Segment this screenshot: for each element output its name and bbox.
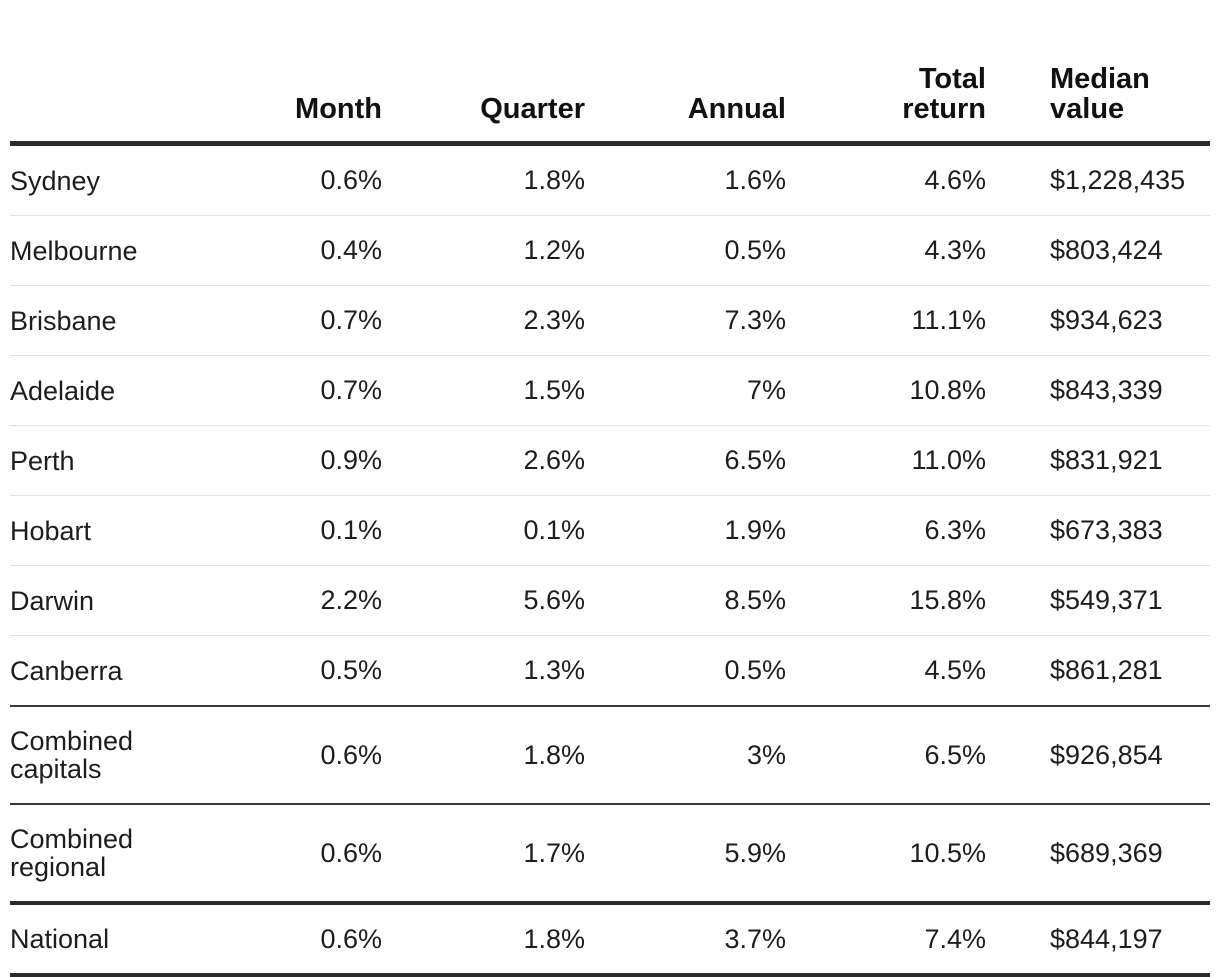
row-total-return: 11.0%	[786, 425, 986, 496]
row-total-return: 11.1%	[786, 285, 986, 356]
row-name: Combined capitals	[10, 706, 210, 805]
row-month: 0.5%	[210, 635, 382, 707]
row-annual: 0.5%	[585, 215, 786, 286]
row-quarter: 2.6%	[382, 425, 585, 496]
row-median-value: $926,854	[986, 706, 1210, 805]
row-total-return: 10.8%	[786, 355, 986, 426]
table-row: Sydney 0.6% 1.8% 1.6% 4.6% $1,228,435	[10, 143, 1210, 216]
row-name-line2: regional	[10, 852, 107, 882]
row-annual: 1.6%	[585, 143, 786, 216]
header-median-line2: value	[1050, 93, 1125, 125]
row-annual: 7%	[585, 355, 786, 426]
table-row: Melbourne 0.4% 1.2% 0.5% 4.3% $803,424	[10, 215, 1210, 286]
row-month: 0.1%	[210, 495, 382, 566]
row-total-return: 6.3%	[786, 495, 986, 566]
header-annual: Annual	[585, 0, 786, 146]
row-median-value: $673,383	[986, 495, 1210, 566]
header-median-value: Median value	[986, 0, 1210, 146]
row-total-return: 4.5%	[786, 635, 986, 707]
row-name: Darwin	[10, 565, 210, 636]
table-header: Month Quarter Annual Total return Median v…	[10, 0, 1210, 146]
row-name: Hobart	[10, 495, 210, 566]
table-row: Brisbane 0.7% 2.3% 7.3% 11.1% $934,623	[10, 285, 1210, 356]
row-annual: 0.5%	[585, 635, 786, 707]
row-quarter: 2.3%	[382, 285, 585, 356]
row-name: Perth	[10, 425, 210, 496]
table-row: Combined capitals 0.6% 1.8% 3% 6.5% $926,…	[10, 706, 1210, 805]
row-month: 2.2%	[210, 565, 382, 636]
row-median-value: $861,281	[986, 635, 1210, 707]
header-month: Month	[210, 0, 382, 146]
row-name-line1: Combined	[10, 824, 134, 854]
header-quarter: Quarter	[382, 0, 585, 146]
header-total-line2: return	[902, 93, 986, 125]
row-median-value: $549,371	[986, 565, 1210, 636]
table-body: Sydney 0.6% 1.8% 1.6% 4.6% $1,228,435 Me…	[10, 143, 1210, 977]
row-annual: 8.5%	[585, 565, 786, 636]
row-quarter: 0.1%	[382, 495, 585, 566]
row-name: Adelaide	[10, 355, 210, 426]
row-total-return: 6.5%	[786, 706, 986, 805]
row-name: Melbourne	[10, 215, 210, 286]
row-median-value: $831,921	[986, 425, 1210, 496]
row-month: 0.6%	[210, 706, 382, 805]
table-row: Adelaide 0.7% 1.5% 7% 10.8% $843,339	[10, 355, 1210, 426]
header-row: Month Quarter Annual Total return Median v…	[10, 0, 1210, 146]
row-quarter: 1.8%	[382, 143, 585, 216]
row-total-return: 4.6%	[786, 143, 986, 216]
table-row: Darwin 2.2% 5.6% 8.5% 15.8% $549,371	[10, 565, 1210, 636]
row-month: 0.9%	[210, 425, 382, 496]
row-name: Combined regional	[10, 804, 210, 905]
table-row: National 0.6% 1.8% 3.7% 7.4% $844,197	[10, 903, 1210, 977]
row-month: 0.6%	[210, 143, 382, 216]
row-quarter: 1.8%	[382, 903, 585, 977]
header-name	[10, 0, 210, 146]
row-median-value: $689,369	[986, 804, 1210, 905]
row-name: Sydney	[10, 143, 210, 216]
table-container: Month Quarter Annual Total return Median v…	[10, 0, 1210, 977]
row-quarter: 5.6%	[382, 565, 585, 636]
row-annual: 5.9%	[585, 804, 786, 905]
row-month: 0.6%	[210, 804, 382, 905]
row-median-value: $934,623	[986, 285, 1210, 356]
row-annual: 3.7%	[585, 903, 786, 977]
row-total-return: 15.8%	[786, 565, 986, 636]
row-median-value: $844,197	[986, 903, 1210, 977]
row-name-line1: Combined	[10, 726, 134, 756]
row-annual: 3%	[585, 706, 786, 805]
row-annual: 7.3%	[585, 285, 786, 356]
row-annual: 6.5%	[585, 425, 786, 496]
row-median-value: $803,424	[986, 215, 1210, 286]
row-month: 0.7%	[210, 285, 382, 356]
table-row: Hobart 0.1% 0.1% 1.9% 6.3% $673,383	[10, 495, 1210, 566]
header-total-return: Total return	[786, 0, 986, 146]
header-total-line1: Total	[918, 63, 986, 95]
row-month: 0.4%	[210, 215, 382, 286]
table-row: Perth 0.9% 2.6% 6.5% 11.0% $831,921	[10, 425, 1210, 496]
row-month: 0.6%	[210, 903, 382, 977]
housing-data-table: Month Quarter Annual Total return Median v…	[10, 0, 1210, 977]
row-name-line2: capitals	[10, 754, 102, 784]
table-row: Combined regional 0.6% 1.7% 5.9% 10.5% $6…	[10, 804, 1210, 905]
row-median-value: $843,339	[986, 355, 1210, 426]
row-name: Brisbane	[10, 285, 210, 356]
row-month: 0.7%	[210, 355, 382, 426]
row-quarter: 1.8%	[382, 706, 585, 805]
row-annual: 1.9%	[585, 495, 786, 566]
row-quarter: 1.5%	[382, 355, 585, 426]
table-row: Canberra 0.5% 1.3% 0.5% 4.5% $861,281	[10, 635, 1210, 707]
row-total-return: 4.3%	[786, 215, 986, 286]
row-total-return: 10.5%	[786, 804, 986, 905]
header-median-line1: Median	[1050, 63, 1150, 95]
row-median-value: $1,228,435	[986, 143, 1210, 216]
row-quarter: 1.7%	[382, 804, 585, 905]
row-name: Canberra	[10, 635, 210, 707]
row-total-return: 7.4%	[786, 903, 986, 977]
row-quarter: 1.2%	[382, 215, 585, 286]
row-name: National	[10, 903, 210, 977]
row-quarter: 1.3%	[382, 635, 585, 707]
